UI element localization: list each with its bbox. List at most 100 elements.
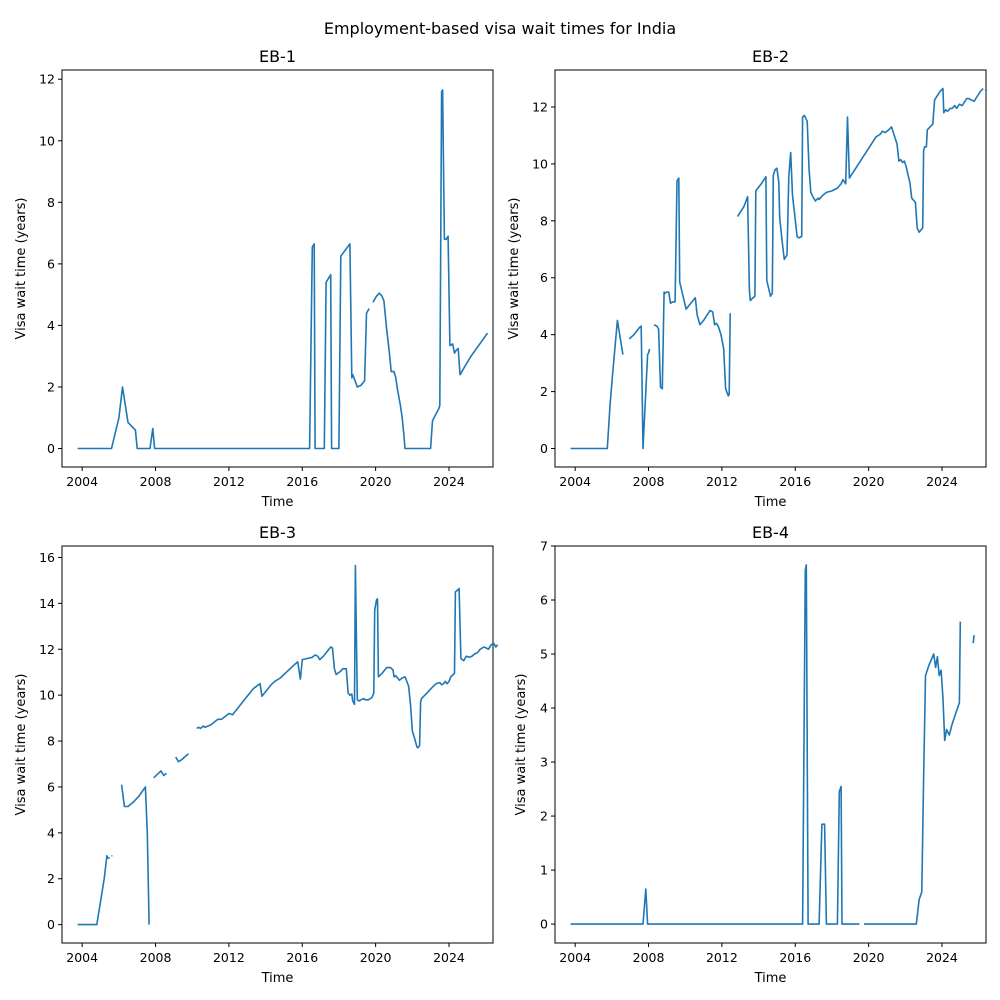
series-lines [570,564,975,925]
x-tick-label: 2008 [633,474,665,489]
series-lines [570,87,988,450]
series-line-segment-1 [372,89,489,450]
x-tick-label: 2016 [779,474,811,489]
y-tick-label: 8 [540,213,548,228]
series-lines [77,89,489,450]
panel-title: EB-2 [752,47,789,66]
y-tick-label: 7 [540,539,548,554]
y-tick-label: 8 [47,195,55,210]
x-axis-label: Time [261,971,294,986]
series-line-segment-0 [77,854,110,926]
series-line-segment-5 [196,564,499,749]
series-line-segment-0 [77,243,370,450]
y-tick-label: 12 [39,72,55,87]
y-tick-label: 6 [540,593,548,608]
x-tick-label: 2012 [213,950,245,965]
y-tick-label: 3 [540,755,548,770]
x-tick-label: 2020 [853,950,885,965]
axis-ticks: 2004 2008 2012 2016 2020 2024 0 1 2 3 4 5 6 7 [540,539,958,966]
plot-frame [61,545,494,944]
x-tick-label: 2024 [433,950,465,965]
y-tick-label: 10 [39,688,55,703]
y-tick-label: 6 [47,256,55,271]
x-tick-label: 2008 [633,950,665,965]
y-tick-label: 4 [47,825,55,840]
y-axis-label: Visa wait time (years) [507,198,522,340]
x-tick-label: 2004 [559,474,591,489]
axis-ticks: 2004 2008 2012 2016 2020 2024 0 2 4 6 8 10 12 [532,99,958,489]
y-axis-label: Visa wait time (years) [514,674,529,816]
series-line-segment-2 [653,177,731,397]
x-tick-label: 2020 [360,474,392,489]
x-tick-label: 2016 [286,950,318,965]
y-tick-label: 5 [540,647,548,662]
y-tick-label: 10 [532,156,548,171]
y-tick-label: 4 [47,318,55,333]
y-tick-label: 6 [47,779,55,794]
plot-frame [554,545,987,944]
figure-suptitle: Employment-based visa wait times for Ind… [324,19,676,38]
x-tick-label: 2012 [706,950,738,965]
y-tick-label: 2 [47,871,55,886]
x-tick-label: 2020 [360,950,392,965]
y-tick-label: 2 [47,379,55,394]
x-tick-label: 2004 [66,474,98,489]
series-line-segment-4 [175,753,190,763]
axis-ticks: 2004 2008 2012 2016 2020 2024 0 2 4 6 8 10 12 14 16 [39,550,465,965]
x-tick-label: 2008 [140,950,172,965]
y-tick-label: 2 [540,384,548,399]
series-lines [77,564,499,926]
y-tick-label: 0 [540,917,548,932]
y-tick-label: 8 [47,734,55,749]
x-axis-label: Time [754,971,787,986]
y-tick-label: 4 [540,701,548,716]
y-tick-label: 0 [47,917,55,932]
x-tick-label: 2024 [926,950,958,965]
y-tick-label: 0 [540,441,548,456]
y-tick-label: 12 [39,642,55,657]
plot-frame [554,69,987,468]
series-line-segment-1 [864,621,962,925]
panel-title: EB-4 [752,523,789,542]
x-tick-label: 2016 [286,474,318,489]
panel-title: EB-1 [259,47,296,66]
series-line-segment-3 [153,770,168,779]
series-line-segment-0 [570,564,860,925]
panel-title: EB-3 [259,523,296,542]
y-tick-label: 10 [39,133,55,148]
x-tick-label: 2024 [926,474,958,489]
x-tick-label: 2004 [559,950,591,965]
series-line-segment-2 [972,635,975,644]
y-tick-label: 16 [39,550,55,565]
series-line-segment-3 [736,87,984,302]
plot-frame [61,69,494,468]
x-tick-label: 2024 [433,474,465,489]
x-axis-label: Time [754,495,787,510]
axis-ticks: 2004 2008 2012 2016 2020 2024 0 2 4 6 8 10 12 [39,72,465,489]
x-tick-label: 2016 [779,950,811,965]
y-axis-label: Visa wait time (years) [14,674,29,816]
x-axis-label: Time [261,495,294,510]
y-axis-label: Visa wait time (years) [14,198,29,340]
series-line-segment-2 [120,784,150,925]
y-tick-label: 2 [540,809,548,824]
panel-eb4: EB-4 Time Visa wait time (years) 2004 200… [514,523,987,986]
y-tick-label: 14 [39,596,55,611]
y-tick-label: 1 [540,863,548,878]
y-tick-label: 12 [532,99,548,114]
series-line-segment-0 [570,319,624,450]
series-line-segment-1 [628,325,651,450]
y-tick-label: 4 [540,327,548,342]
x-tick-label: 2008 [140,474,172,489]
x-tick-label: 2012 [706,474,738,489]
panel-eb2: EB-2 Time Visa wait time (years) 2004 200… [507,47,988,510]
y-tick-label: 6 [540,270,548,285]
x-tick-label: 2012 [213,474,245,489]
x-tick-label: 2020 [853,474,885,489]
series-line-segment-4 [984,89,988,92]
y-tick-label: 0 [47,441,55,456]
panel-eb1: EB-1 Time Visa wait time (years) 2004 200… [14,47,494,510]
panel-eb3: EB-3 Time Visa wait time (years) 2004 200… [14,523,499,986]
x-tick-label: 2004 [66,950,98,965]
